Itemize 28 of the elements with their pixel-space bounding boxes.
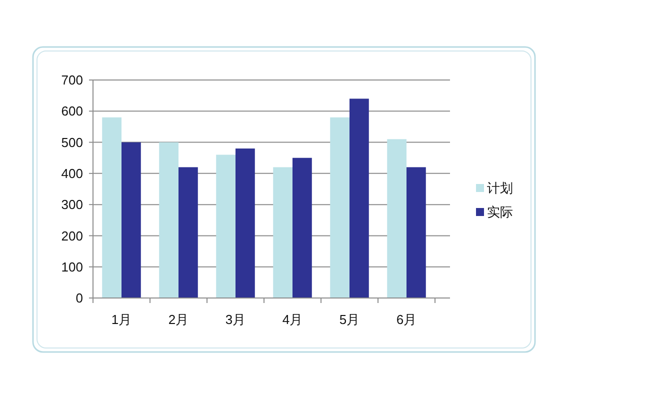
bar [387, 139, 406, 298]
bar [178, 167, 198, 298]
bar [273, 167, 292, 298]
y-tick-label: 0 [76, 290, 83, 306]
bar [406, 167, 426, 298]
x-tick-label: 1月 [111, 312, 132, 327]
bar [122, 142, 141, 298]
bar [102, 117, 122, 298]
bar [159, 142, 178, 298]
y-tick-label: 700 [61, 72, 83, 88]
legend-label: 实际 [487, 204, 513, 220]
bar [236, 148, 255, 298]
bar [330, 117, 350, 298]
legend-label: 计划 [487, 180, 513, 196]
bar [292, 158, 312, 298]
x-tick-label: 6月 [396, 312, 417, 327]
x-tick-label: 4月 [282, 312, 303, 327]
y-tick-label: 600 [61, 104, 83, 119]
bar [216, 154, 236, 298]
y-tick-label: 100 [61, 259, 83, 274]
x-tick-label: 5月 [339, 312, 360, 327]
x-tick-label: 3月 [225, 312, 246, 327]
y-tick-label: 400 [61, 166, 83, 181]
bar [350, 98, 369, 298]
y-tick-label: 200 [61, 228, 83, 244]
y-tick-label: 300 [61, 197, 83, 212]
x-tick-label: 2月 [168, 312, 189, 327]
y-tick-label: 500 [61, 134, 83, 150]
